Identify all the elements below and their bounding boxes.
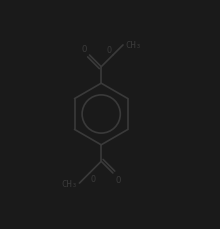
Text: O: O [115, 175, 120, 184]
Text: CH₃: CH₃ [125, 41, 141, 50]
Text: O: O [91, 174, 96, 183]
Text: CH₃: CH₃ [61, 179, 77, 188]
Text: O: O [82, 45, 87, 54]
Text: O: O [107, 46, 112, 55]
